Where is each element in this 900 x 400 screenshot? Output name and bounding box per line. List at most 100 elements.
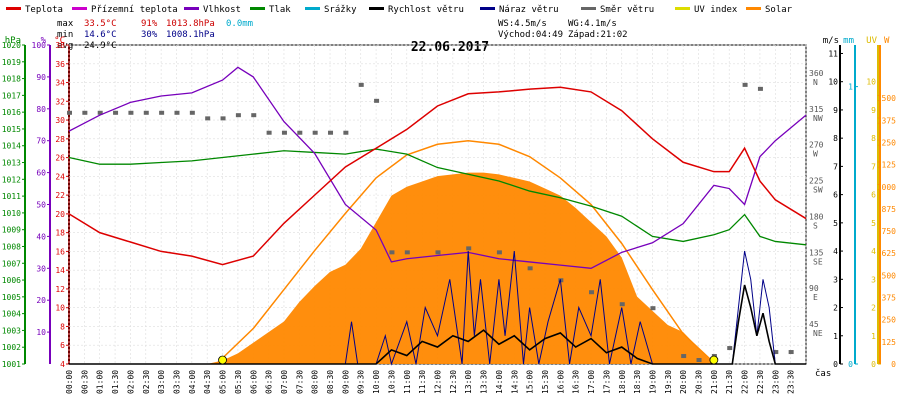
axis-wm2: W150013751250112510008757506255003752501…: [877, 36, 896, 369]
axis-hpa-tick-label: 1007: [2, 259, 21, 268]
x-tick-label: 03:00: [157, 370, 166, 394]
wind-direction-point: [742, 82, 748, 87]
axis-wm2-tick-label: 750: [882, 227, 897, 236]
plot-area: [67, 44, 807, 366]
temperature-line: [68, 86, 807, 266]
wind-direction-point: [251, 113, 257, 118]
axis-direction-deg: 360: [809, 69, 824, 78]
x-tick-label: 03:30: [172, 370, 181, 394]
wind-direction-point: [343, 130, 349, 135]
legend: Teplota Přízemní teplota Vlhkost Tlak Srážky…: [6, 5, 793, 15]
wind-direction-point: [589, 290, 595, 295]
axis-celsius-tick-label: 10: [55, 304, 65, 313]
axis-uv-tick-label: 8: [871, 134, 876, 143]
wind-direction-point: [235, 113, 241, 118]
x-tick-label: 18:30: [633, 370, 642, 394]
axis-wm2-unit: W: [884, 36, 890, 46]
axis-uv-tick-label: 2: [871, 304, 876, 313]
x-tick-label: 04:00: [188, 370, 197, 394]
wind-direction-point: [67, 110, 72, 115]
sun-marker: [218, 355, 227, 365]
legend-swatch: [369, 7, 384, 10]
humidity-line: [68, 66, 807, 269]
axis-celsius-tick-label: 16: [55, 247, 65, 256]
legend-swatch: [480, 7, 495, 10]
axis-hpa-tick-label: 1018: [2, 75, 21, 84]
x-tick-label: 11:30: [418, 370, 427, 394]
axis-direction-dir: N: [813, 78, 818, 87]
axis-ms-tick-label: 8: [833, 134, 838, 143]
x-tick-label: 21:30: [725, 370, 734, 394]
axis-hpa-tick-label: 1011: [2, 192, 21, 201]
axis-percent-tick-label: 20: [36, 296, 46, 305]
axis-direction-deg: 315: [809, 105, 824, 114]
legend-swatch: [581, 7, 596, 10]
axis-wm2-tick-label: 1375: [877, 116, 896, 125]
axis-hpa-tick-label: 1010: [2, 209, 21, 218]
axis-hpa-tick-label: 1009: [2, 226, 21, 235]
axis-direction-deg: 90: [809, 284, 819, 293]
x-tick-label: 07:00: [280, 370, 289, 394]
wind-direction-point: [266, 130, 272, 135]
stat-max-label: max: [57, 19, 74, 29]
axis-direction-dir: S: [813, 221, 818, 230]
x-tick-label: 16:00: [556, 370, 565, 394]
wind-direction-point: [312, 130, 318, 135]
x-tick-label: 17:00: [587, 370, 596, 394]
x-tick-label: 07:30: [295, 370, 304, 394]
wind-direction-point: [788, 350, 794, 355]
solar-theoretical-line: [215, 139, 716, 365]
axis-direction-dir: E: [813, 293, 818, 302]
stat-min-press: 1008.1hPa: [166, 30, 215, 40]
x-tick-label: 05:30: [234, 370, 243, 394]
axis-direction-deg: 180: [809, 212, 824, 221]
axis-wm2-tick-label: 1000: [877, 183, 896, 192]
axis-hpa-tick-label: 1016: [2, 108, 21, 117]
x-tick-label: 13:30: [480, 370, 489, 394]
axis-celsius-tick-label: 28: [55, 135, 65, 144]
axis-uv-tick-label: 7: [871, 162, 876, 171]
x-tick-label: 05:00: [219, 370, 228, 394]
axis-percent-tick-label: 80: [36, 105, 46, 114]
x-tick-label: 20:30: [695, 370, 704, 394]
axis-percent-tick-label: 100: [32, 41, 47, 50]
axis-celsius-tick-label: 38: [55, 41, 65, 50]
axis-uv-tick-label: 9: [871, 106, 876, 115]
legend-swatch: [184, 7, 199, 10]
x-tick-label: 08:00: [311, 370, 320, 394]
axis-percent-tick-label: 40: [36, 232, 46, 241]
x-tick-label: 19:00: [648, 370, 657, 394]
axis-uv-tick-label: 3: [871, 275, 876, 284]
axis-celsius-tick-label: 18: [55, 229, 65, 238]
axis-wm2-tick-label: 0: [891, 360, 896, 369]
x-tick-label: 01:00: [96, 370, 105, 394]
axis-celsius-tick-label: 4: [60, 360, 65, 369]
x-tick-label: 18:00: [618, 370, 627, 394]
axis-uv-tick-label: 0: [871, 360, 876, 369]
stat-sunrise: Východ:04:49: [498, 30, 563, 40]
x-tick-label: 21:00: [710, 370, 719, 394]
stat-max-press: 1013.8hPa: [166, 19, 215, 29]
x-tick-label: 23:00: [771, 370, 780, 394]
axis-celsius-tick-label: 6: [60, 341, 65, 350]
axis-direction-dir: SE: [813, 257, 823, 266]
axis-percent-tick-label: 90: [36, 73, 46, 82]
wind-direction-point: [143, 110, 149, 115]
legend-swatch: [250, 7, 265, 10]
axis-direction-deg: 225: [809, 177, 824, 186]
wind-direction-point: [358, 82, 364, 87]
x-tick-label: 20:00: [679, 370, 688, 394]
axis-hpa-tick-label: 1008: [2, 242, 21, 251]
axis-hpa-tick-label: 1019: [2, 58, 21, 67]
axis-celsius-tick-label: 8: [60, 322, 65, 331]
x-tick-label: 22:30: [756, 370, 765, 394]
legend-swatch: [746, 7, 761, 10]
axis-celsius-tick-label: 36: [55, 60, 65, 69]
axis-ms-tick-label: 9: [833, 106, 838, 115]
wind-direction-point: [496, 250, 502, 255]
axis-hpa-tick-label: 1003: [2, 326, 21, 335]
x-tick-label: 12:00: [434, 370, 443, 394]
sun-marker: [709, 355, 719, 365]
x-axis-label: čas: [815, 368, 831, 379]
axis-celsius-tick-label: 12: [55, 285, 65, 294]
